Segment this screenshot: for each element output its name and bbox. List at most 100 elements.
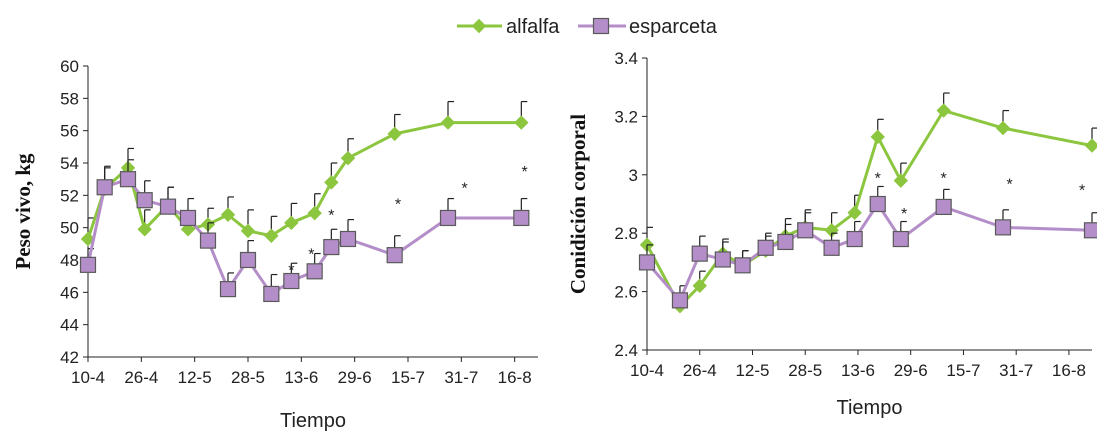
chart0-y-tick-label: 46 [60,283,79,302]
chart1-significance-marker: * [901,206,907,223]
chart1-x-tick-label: 28-5 [788,361,822,380]
chart0-significance-marker: * [395,196,401,213]
chart0-point-alfalfa [324,175,339,190]
chart1-y-tick-label: 2.6 [614,283,638,302]
chart1-significance-marker: * [941,171,947,188]
chart1-point-alfalfa [870,129,885,145]
chart0-line-alfalfa [86,121,522,240]
chart0-significance-marker: * [288,263,294,280]
chart1-x-tick-label: 16-8 [1052,361,1086,380]
chart0-point-esparceta [339,230,357,248]
chart0-point-esparceta [239,251,257,269]
chart1-point-esparceta [869,195,886,213]
chart1-series-alfalfa [639,92,1097,314]
chart1-point-esparceta [892,230,909,248]
chart1-point-alfalfa [893,173,909,188]
chart0-point-esparceta [306,263,323,280]
chart0-point-esparceta [159,198,177,215]
chart1-point-esparceta [797,222,814,239]
chart0-point-esparceta [323,238,340,256]
chart1-x-tick-label: 13-6 [841,361,875,380]
chart0-point-alfalfa [387,126,402,142]
chart0-point-alfalfa [340,150,356,166]
chart1-significance-marker: * [875,171,881,188]
chart0-point-alfalfa [440,115,456,130]
chart0-point-alfalfa [137,222,152,237]
chart1-y-tick-label: 3.2 [614,107,638,126]
chart0-x-tick-label: 16-8 [498,368,532,387]
chart1-x-tick-label: 15-7 [946,361,980,380]
chart1-point-esparceta [1083,222,1097,239]
chart0-point-esparceta [439,209,457,227]
chart0-series-alfalfa [80,100,529,247]
chart1-y-tick-label: 2.8 [614,224,638,243]
chart1-point-alfalfa [847,205,862,220]
chart1-y-tick-label: 3 [629,166,638,185]
chart1-point-alfalfa [1084,138,1097,153]
chart1-significance-marker: * [1006,177,1012,194]
chart0-point-esparceta [119,171,137,188]
chart1-significance-marker: * [1079,182,1085,199]
chart0-point-esparceta [179,209,197,227]
chart1-point-esparceta [714,251,731,268]
chart0-y-tick-label: 48 [60,251,79,270]
chart0-series-esparceta [79,159,530,303]
chart1-x-tick-label: 31-7 [999,361,1033,380]
chart0-point-alfalfa [307,205,322,221]
chart1-line-alfalfa [645,109,1093,308]
chart1-point-esparceta [671,292,689,309]
chart1-x-tick-label: 29-6 [894,361,928,380]
chart0-y-axis-title: Peso vivo, kg [11,153,35,270]
chart1-point-esparceta [638,254,656,271]
chart0-significance-marker: * [308,247,314,264]
chart1-point-esparceta [823,239,840,256]
chart1-point-alfalfa [692,278,707,293]
chart0-point-alfalfa [80,231,96,247]
chart-condicion-corporal: 2.4 2.6 2.8 3 3.2 3.4 10-4 26-4 12-5 28-5 13-6 29-6… [566,49,1097,419]
chart1-point-esparceta [994,219,1012,236]
chart1-point-esparceta [691,245,708,262]
chart1-y-tick-label: 2.4 [614,341,638,360]
chart0-point-esparceta [136,192,153,209]
chart1-x-axis-title: Tiempo [837,397,903,419]
chart0-x-tick-label: 29-6 [338,368,372,387]
chart0-point-esparceta [199,232,217,249]
chart1-x-tick-label: 12-5 [735,361,769,380]
legend-label-esparceta: esparceta [629,16,718,38]
chart0-y-tick-label: 42 [60,348,79,367]
chart0-y-tick-label: 58 [60,89,79,108]
chart0-point-esparceta [513,209,530,227]
chart0-point-alfalfa [514,115,529,130]
chart0-point-alfalfa [220,207,236,222]
chart0-point-esparceta [283,272,300,290]
chart0-line-esparceta [86,177,522,296]
legend-marker-esparceta [592,17,610,35]
chart1-point-esparceta [777,233,794,251]
chart1-line-esparceta [645,202,1093,302]
chart1-point-esparceta [935,198,952,216]
chart1-point-alfalfa [936,103,951,118]
chart1-point-esparceta [846,230,863,248]
chart0-y-tick-label: 54 [60,154,79,173]
chart0-y-tick-label: 52 [60,186,79,205]
chart0-y-tick-label: 60 [60,57,79,76]
chart0-y-tick-label: 50 [60,219,79,238]
chart0-x-tick-label: 10-4 [71,368,105,387]
chart1-point-esparceta [757,239,774,256]
chart0-point-esparceta [386,247,403,264]
chart-peso-vivo: 42 44 46 48 50 52 54 56 58 60 10-4 26-4 12-5 28-5 13-6… [11,57,538,432]
chart0-x-tick-label: 12-5 [178,368,212,387]
chart0-point-esparceta [96,179,113,196]
chart1-point-esparceta [734,257,751,274]
chart1-x-tick-label: 10-4 [630,361,664,380]
chart0-x-tick-label: 13-6 [284,368,318,387]
chart1-y-axis-title: Conidición corporal [566,114,590,294]
chart0-point-alfalfa [264,228,279,243]
chart0-point-alfalfa [284,215,299,231]
chart1-point-alfalfa [995,120,1011,136]
legend-label-alfalfa: alfalfa [506,16,560,38]
chart0-significance-marker: * [522,164,528,181]
chart0-x-tick-label: 15-7 [391,368,425,387]
chart1-x-tick-label: 26-4 [683,361,717,380]
